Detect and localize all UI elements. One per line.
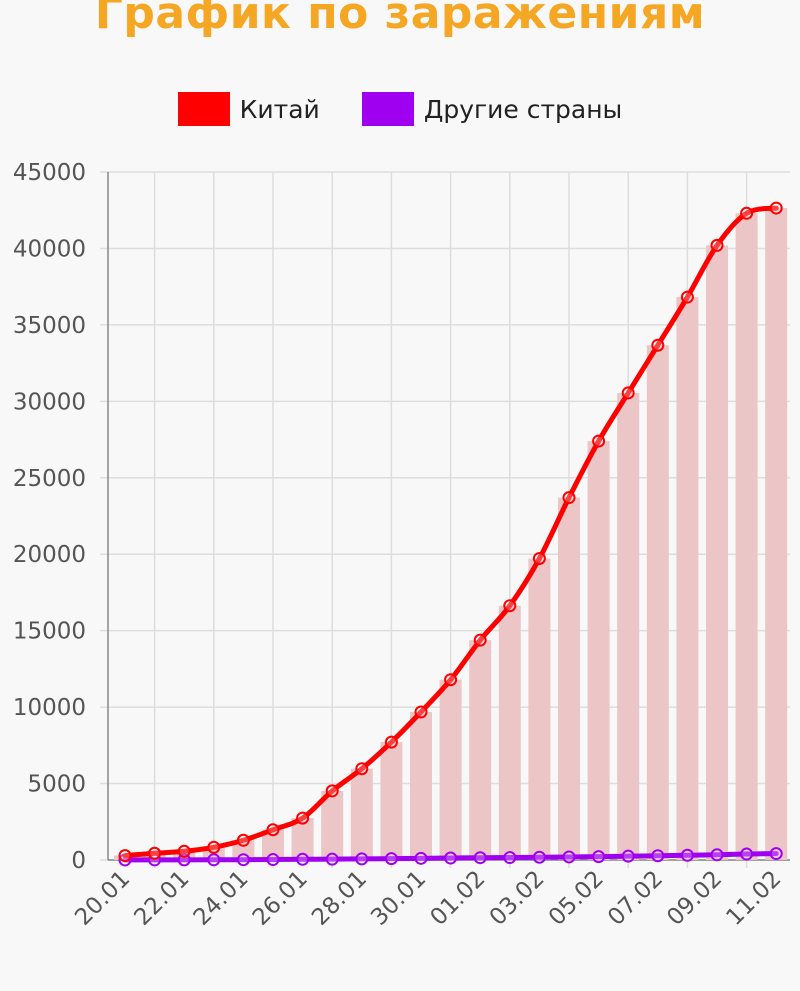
data-point-china bbox=[414, 705, 428, 719]
data-point-other-countries bbox=[384, 852, 398, 866]
legend-swatch-other-countries bbox=[361, 92, 414, 126]
x-tick-label: 05.02 bbox=[544, 866, 609, 931]
data-point-china bbox=[740, 206, 754, 220]
data-point-other-countries bbox=[266, 853, 280, 867]
bar-china bbox=[528, 558, 551, 860]
bar-china bbox=[321, 790, 344, 860]
y-tick-label: 25000 bbox=[13, 466, 86, 492]
data-point-china bbox=[532, 552, 546, 566]
data-point-china bbox=[562, 491, 576, 505]
data-point-china bbox=[473, 633, 487, 647]
data-point-china bbox=[680, 290, 694, 304]
bar-china bbox=[291, 818, 314, 860]
data-point-other-countries bbox=[296, 852, 310, 866]
data-point-china bbox=[384, 735, 398, 749]
bar-china bbox=[350, 768, 373, 860]
data-point-other-countries bbox=[710, 848, 724, 862]
bar-china bbox=[558, 497, 580, 860]
data-point-other-countries bbox=[503, 851, 517, 865]
data-point-other-countries bbox=[325, 852, 339, 866]
bar-china bbox=[410, 712, 432, 860]
legend-label-other-countries: Другие страны bbox=[423, 94, 623, 124]
data-point-other-countries bbox=[769, 847, 783, 861]
y-tick-label: 40000 bbox=[13, 236, 86, 262]
y-tick-label: 5000 bbox=[27, 772, 86, 798]
x-tick-label: 20.01 bbox=[70, 866, 135, 931]
bar-china bbox=[587, 441, 610, 860]
data-point-china bbox=[266, 823, 280, 837]
data-point-china bbox=[236, 833, 250, 847]
x-tick-label: 24.01 bbox=[189, 866, 254, 931]
y-tick-label: 30000 bbox=[13, 389, 86, 415]
data-point-other-countries bbox=[444, 851, 458, 865]
data-point-other-countries bbox=[207, 853, 221, 867]
bar-china bbox=[232, 840, 255, 860]
series-line-other-countries bbox=[122, 851, 779, 863]
x-tick-label: 26.01 bbox=[248, 866, 313, 931]
x-tick-label: 22.01 bbox=[129, 866, 194, 931]
data-point-china bbox=[592, 434, 606, 448]
bar-china bbox=[380, 742, 403, 860]
x-tick-label: 11.02 bbox=[721, 866, 786, 931]
legend-label-china: Китай bbox=[239, 94, 320, 124]
y-tick-label: 35000 bbox=[13, 313, 86, 339]
data-point-china bbox=[355, 762, 369, 776]
bar-china bbox=[262, 829, 284, 860]
x-tick-label: 07.02 bbox=[603, 866, 668, 931]
data-point-other-countries bbox=[562, 850, 576, 864]
legend: Китай Другие страны bbox=[0, 92, 800, 126]
data-point-china bbox=[621, 386, 635, 400]
legend-item-china[interactable]: Китай bbox=[177, 92, 320, 126]
data-point-china bbox=[207, 840, 221, 854]
legend-swatch-china bbox=[177, 92, 230, 126]
y-tick-label: 20000 bbox=[13, 542, 86, 568]
y-tick-label: 45000 bbox=[13, 160, 86, 186]
bar-china bbox=[173, 851, 196, 860]
data-point-other-countries bbox=[414, 851, 428, 865]
bar-china bbox=[439, 679, 462, 860]
bar-china bbox=[676, 297, 699, 860]
bar-china bbox=[143, 853, 166, 860]
data-point-other-countries bbox=[532, 850, 546, 864]
data-point-china bbox=[444, 673, 458, 687]
data-point-china bbox=[148, 846, 162, 860]
y-tick-label: 10000 bbox=[13, 695, 86, 721]
x-tick-label: 30.01 bbox=[366, 866, 431, 931]
bar-china bbox=[765, 208, 788, 860]
x-tick-label: 28.01 bbox=[307, 866, 372, 931]
bar-china bbox=[706, 245, 728, 861]
x-tick-label: 01.02 bbox=[425, 866, 490, 931]
data-point-other-countries bbox=[236, 853, 250, 867]
data-point-china bbox=[503, 599, 517, 613]
data-point-china bbox=[177, 844, 191, 858]
bar-china bbox=[617, 392, 640, 860]
bar-china bbox=[735, 213, 758, 860]
data-point-other-countries bbox=[651, 849, 665, 863]
data-point-other-countries bbox=[473, 851, 487, 865]
data-point-china bbox=[769, 201, 783, 215]
legend-item-other-countries[interactable]: Другие страны bbox=[361, 92, 623, 126]
y-tick-label: 0 bbox=[71, 848, 86, 874]
data-point-other-countries bbox=[740, 847, 754, 861]
y-tick-label: 15000 bbox=[13, 619, 86, 645]
bar-china bbox=[646, 345, 669, 860]
data-point-china bbox=[710, 238, 724, 252]
x-tick-label: 03.02 bbox=[485, 866, 550, 931]
bar-china bbox=[469, 640, 492, 860]
data-point-other-countries bbox=[592, 850, 606, 864]
data-point-other-countries bbox=[355, 852, 369, 866]
data-point-china bbox=[651, 338, 665, 352]
x-tick-label: 09.02 bbox=[662, 866, 727, 931]
series-line-china bbox=[122, 205, 779, 859]
data-point-china bbox=[325, 784, 339, 798]
chart-title: График по заражениям bbox=[94, 0, 706, 39]
bar-china bbox=[498, 605, 521, 860]
data-point-other-countries bbox=[621, 849, 635, 863]
data-point-other-countries bbox=[680, 848, 694, 862]
data-point-china bbox=[296, 811, 310, 825]
data-point-china bbox=[118, 849, 132, 863]
